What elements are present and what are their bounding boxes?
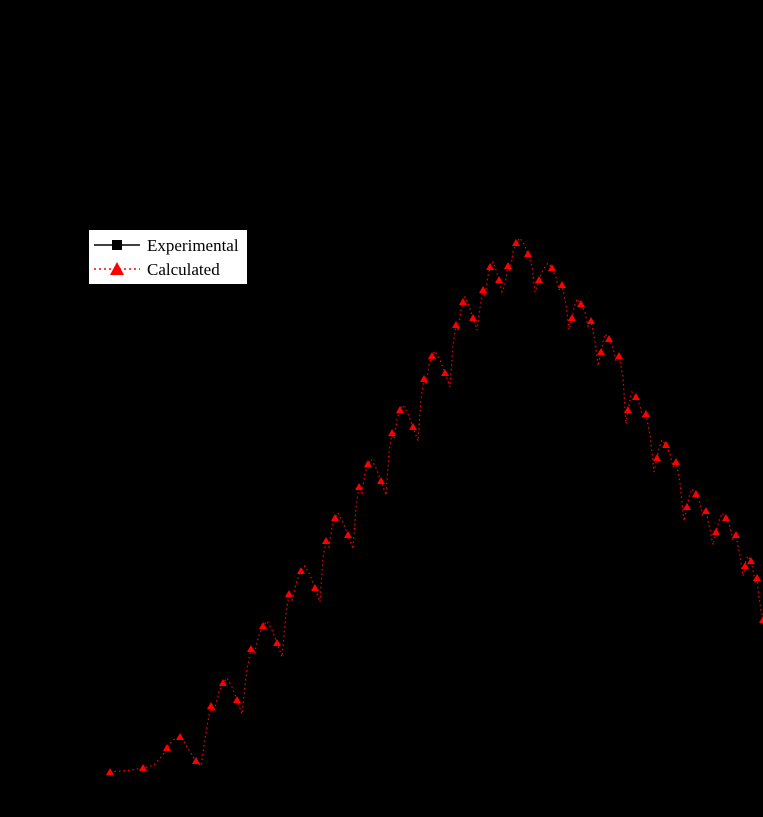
- legend-label-experimental: Experimental: [147, 235, 239, 255]
- square-marker-icon: [94, 240, 140, 250]
- legend-item-experimental: Experimental: [92, 233, 239, 257]
- triangle-marker-icon: [94, 262, 140, 275]
- legend-item-calculated: Calculated: [92, 257, 239, 281]
- legend-label-calculated: Calculated: [147, 259, 220, 279]
- legend: Experimental Calculated: [88, 229, 248, 285]
